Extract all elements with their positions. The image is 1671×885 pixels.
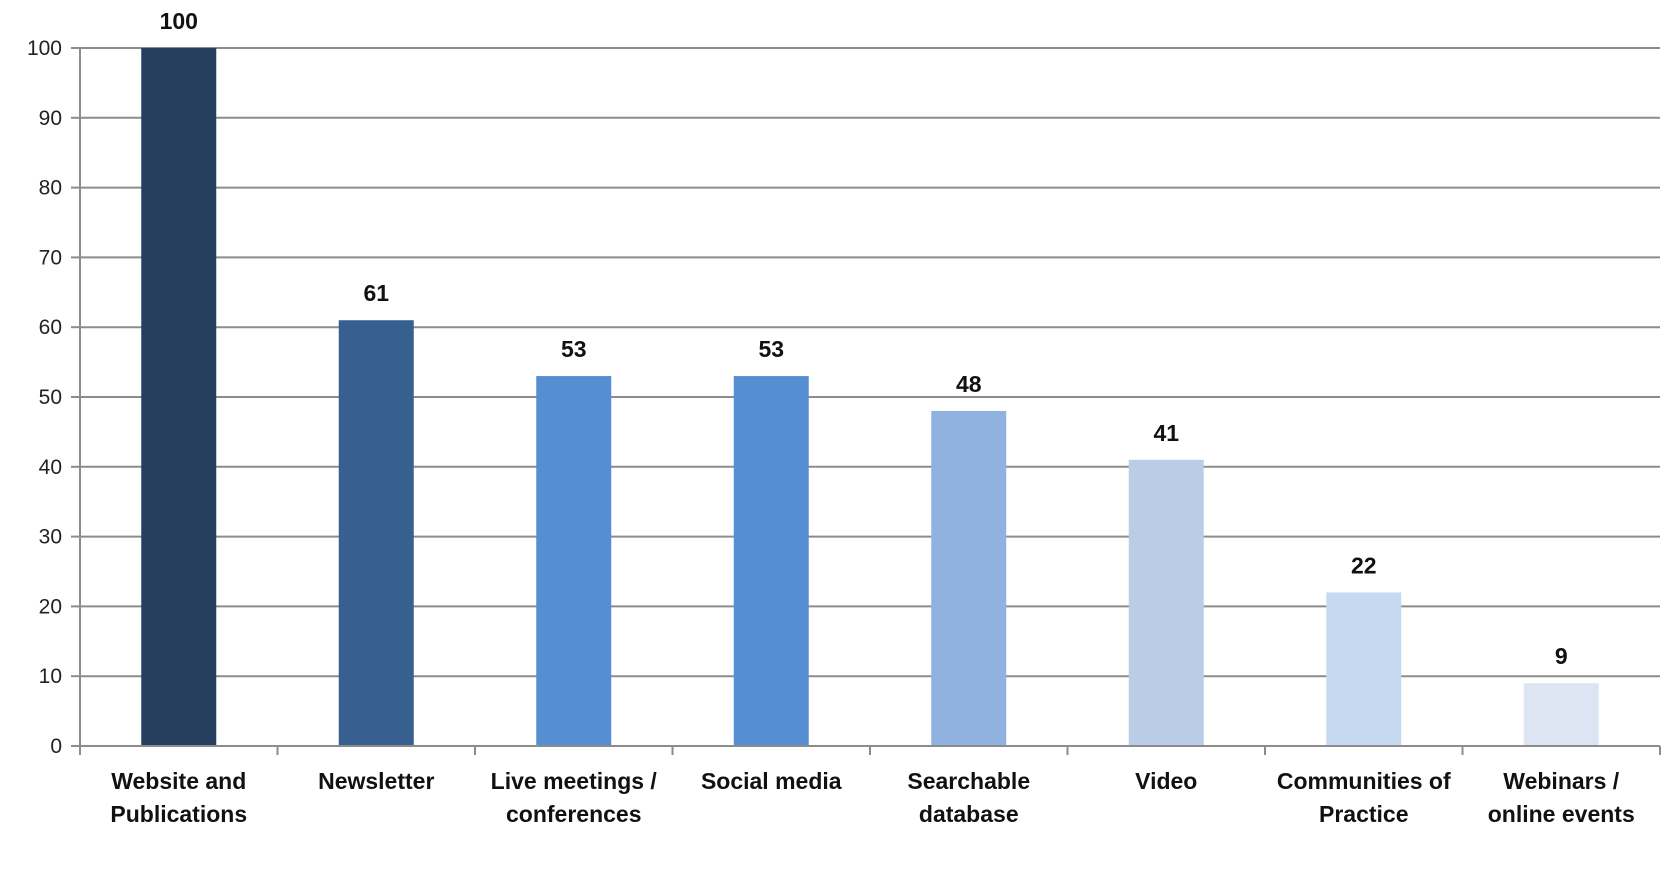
y-tick-label: 60 (39, 316, 62, 339)
x-tick-label: Video (1135, 768, 1197, 794)
x-tick-label: Communities of Practice (1277, 768, 1451, 827)
bar (1326, 592, 1402, 746)
y-tick-label: 50 (39, 386, 62, 409)
y-tick-label: 90 (39, 107, 62, 130)
x-tick-label-line: database (919, 801, 1019, 827)
data-label: 53 (561, 336, 587, 362)
x-tick-label: Newsletter (318, 768, 434, 794)
data-label: 53 (758, 336, 784, 362)
x-tick-label-line: Practice (1319, 801, 1409, 827)
bars (141, 48, 1599, 746)
y-tick-label: 80 (39, 177, 62, 200)
x-tick-label-line: Communities of (1277, 768, 1451, 794)
data-labels: 100 61 53 53 48 41 22 9 (160, 8, 1568, 669)
y-tick-label: 70 (39, 246, 62, 269)
y-tick-label: 30 (39, 526, 62, 549)
y-tick-label: 20 (39, 595, 62, 618)
y-axis-ticks: 0 10 20 30 40 50 60 70 80 90 100 (27, 37, 62, 758)
x-tick-label-line: Newsletter (318, 768, 434, 794)
bar (338, 320, 414, 746)
x-tick-label-line: Live meetings / (491, 768, 658, 794)
data-label: 9 (1555, 643, 1568, 669)
data-label: 100 (160, 8, 198, 34)
x-tick-label-line: Video (1135, 768, 1197, 794)
y-tick-label: 10 (39, 665, 62, 688)
x-tick-label-line: Social media (701, 768, 842, 794)
x-tick-label-line: online events (1488, 801, 1635, 827)
data-label: 41 (1153, 420, 1179, 446)
bar (1128, 459, 1204, 746)
x-axis-categories: Website and Publications Newsletter Live me… (110, 768, 1634, 827)
x-tick-label: Live meetings / conferences (491, 768, 658, 827)
x-tick-label: Social media (701, 768, 842, 794)
y-tick-label: 0 (50, 735, 62, 758)
bar (733, 376, 809, 746)
x-tick-label-line: Website and (111, 768, 246, 794)
bar (1523, 683, 1599, 746)
axes (71, 47, 1661, 755)
x-tick-label: Website and Publications (110, 768, 247, 827)
data-label: 61 (363, 280, 389, 306)
y-tick-label: 40 (39, 456, 62, 479)
y-tick-label: 100 (27, 37, 62, 60)
x-tick-label-line: Searchable (907, 768, 1030, 794)
bar (141, 48, 217, 746)
x-tick-label-line: Publications (110, 801, 247, 827)
x-tick-label: Searchable database (907, 768, 1030, 827)
gridlines (80, 47, 1660, 678)
x-tick-label-line: conferences (506, 801, 642, 827)
data-label: 22 (1351, 552, 1377, 578)
x-tick-label-line: Webinars / (1503, 768, 1619, 794)
data-label: 48 (956, 371, 982, 397)
bar (931, 410, 1007, 746)
bar (536, 376, 612, 746)
x-tick-label: Webinars / online events (1488, 768, 1635, 827)
